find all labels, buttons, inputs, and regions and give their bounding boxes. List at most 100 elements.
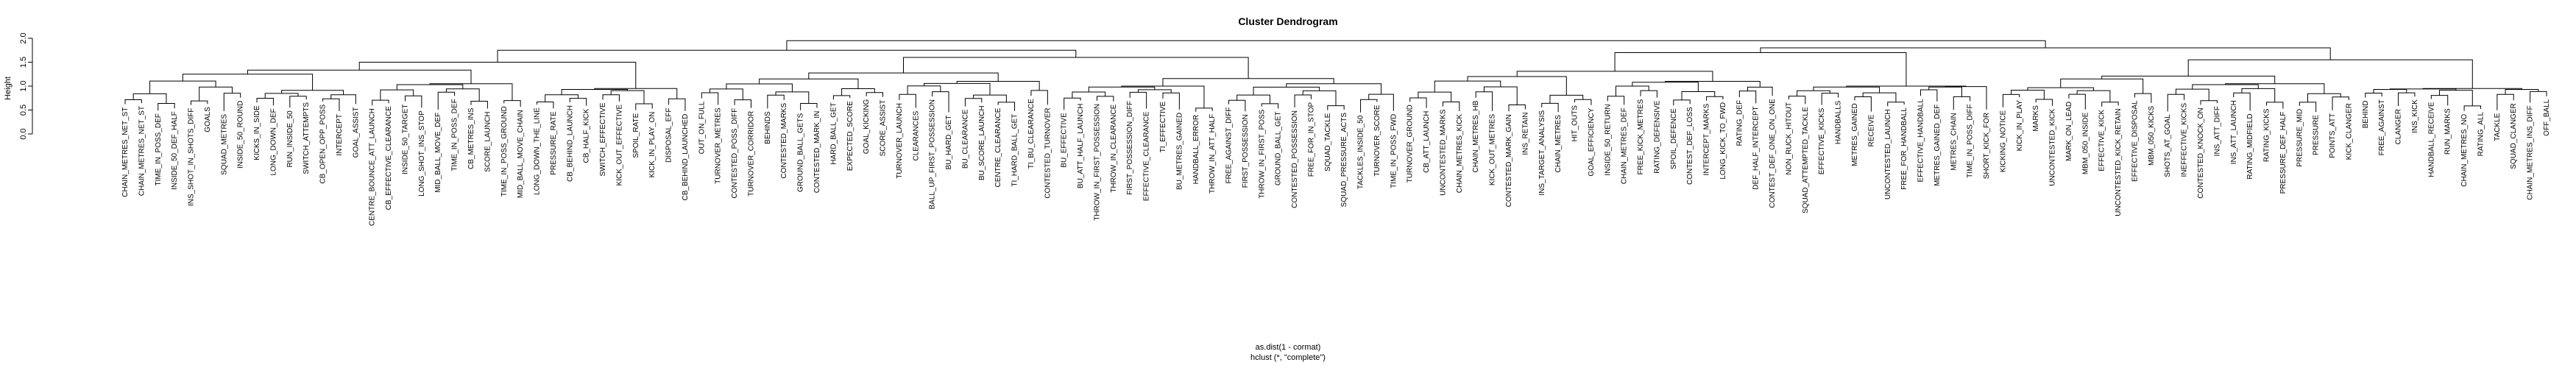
leaf-label: GOAL_ASSIST xyxy=(352,107,360,158)
group-link xyxy=(2101,102,2119,107)
group-link xyxy=(330,94,356,105)
leaf-label: UNCONTESTED_KICK xyxy=(2049,108,2057,185)
leaf-label: CHAIN_METRES xyxy=(1554,115,1563,173)
leaf-label: CHAIN_METRES_INS_DIFF xyxy=(2527,105,2535,199)
leaf-label: EFFECTIVE_KICK xyxy=(2098,110,2106,171)
leaf-label: MBM_050_KICKS xyxy=(2148,105,2156,165)
leaf-label: RATING_DEFENSIVE xyxy=(1653,100,1661,174)
leaf-label: BU_HARD_GET xyxy=(945,116,953,170)
group-link xyxy=(199,86,233,102)
y-tick-label: 1.5 xyxy=(19,57,28,68)
cluster-link xyxy=(1516,71,1713,82)
group-link xyxy=(2266,102,2284,109)
y-tick-label: 2.0 xyxy=(19,32,28,43)
group-link xyxy=(1549,94,1584,104)
leaf-label: CHAIN_METRES_KICK xyxy=(1456,114,1464,194)
group-link xyxy=(537,102,554,109)
leaf-label: RECEIVE xyxy=(1867,114,1875,146)
leaf-label: SQUAD_ATTEMPTED_TACKLE xyxy=(1802,107,1810,213)
leaf-label: LONG_SHOT_INS_STOP xyxy=(418,110,426,197)
dendrogram-leaf-labels: CHAIN_METRES_NET_ST CHAIN_METRES_NET_ST TI… xyxy=(121,99,2551,226)
group-link xyxy=(191,100,208,105)
leaf-label: INS_SHOT_IN_SHOTS_DIFF xyxy=(188,108,196,206)
leaf-label: GOALS xyxy=(204,107,212,132)
group-link xyxy=(2439,90,2473,106)
leaf-label: INS_ATT_LAUNCH xyxy=(2230,100,2238,164)
leaf-label: PRESSURE_MID xyxy=(2296,109,2304,167)
y-tick-label: 0.0 xyxy=(19,128,28,139)
group-link xyxy=(1615,85,1649,96)
group-link xyxy=(997,102,1016,111)
leaf-label: TACKLES_INSIDE_50 xyxy=(1357,115,1365,189)
group-link xyxy=(1887,102,1905,107)
group-link xyxy=(264,93,299,99)
leaf-label: BU_METRES_GAINED xyxy=(1175,113,1183,190)
leaf-label: SHOTS_AT_GOAL xyxy=(2164,114,2172,177)
leaf-label: GOAL_KICKING xyxy=(863,99,871,154)
group-link xyxy=(223,93,241,111)
y-axis-label: Height xyxy=(4,77,13,100)
leaf-label: TIME_IN_POSS_DEF xyxy=(155,113,163,185)
group-link xyxy=(1797,90,1830,96)
group-link xyxy=(256,98,274,106)
group-link xyxy=(281,90,344,95)
group-link xyxy=(602,94,620,102)
group-link xyxy=(710,88,743,100)
group-link xyxy=(1030,90,1048,105)
leaf-label: FREE_FOR_HANDBALL xyxy=(1900,107,1908,190)
group-link xyxy=(561,89,629,95)
group-link xyxy=(2332,96,2349,110)
leaf-label: RATING_ALL xyxy=(2477,112,2485,157)
group-link xyxy=(569,98,587,106)
leaf-label: UNCONTESTED_MARKS xyxy=(1439,109,1447,196)
leaf-label: SQUAD_METRES xyxy=(220,114,228,175)
cluster-link xyxy=(1614,52,1907,86)
group-link xyxy=(841,88,875,96)
leaf-label: LONG_DOWN_THE_LINE xyxy=(534,107,542,195)
leaf-label: INS_ATT_DIFF xyxy=(2213,106,2221,156)
group-link xyxy=(800,102,818,110)
leaf-label: RUN_INSIDE_50 xyxy=(286,110,294,168)
group-link xyxy=(2241,88,2276,102)
leaf-label: METRES_CHAIN xyxy=(1950,113,1958,170)
leaf-label: UNCONTESTED_LAUNCH xyxy=(1884,109,1892,199)
group-link xyxy=(1928,86,1962,97)
leaf-label: TURNOVER_SCORE xyxy=(1373,105,1381,177)
leaf-label: BEHINDS xyxy=(764,111,772,144)
group-link xyxy=(1327,105,1345,110)
leaf-label: CHAIN_METRES_NO xyxy=(2460,114,2469,187)
leaf-label: INSIDE_50_DEF_HALF xyxy=(171,111,179,190)
leaf-label: CENTRE_BOUNCE_ATT_LAUNCH xyxy=(369,108,377,226)
group-link xyxy=(635,103,653,110)
group-link xyxy=(1813,86,1880,93)
leaf-label: THROW_IN_CLEARANCE xyxy=(1110,104,1118,192)
leaf-label: MARKS xyxy=(2032,105,2040,132)
group-link xyxy=(1632,82,1699,92)
leaf-label: MID_BALL_MOVE_CHAIN xyxy=(517,110,525,198)
group-link xyxy=(2002,93,2020,107)
leaf-label: CLEARANCES xyxy=(912,110,920,160)
leaf-label: BU_ATT_HALF_LAUNCH xyxy=(1077,104,1085,188)
leaf-label: CONTEST_DEF_ONE_ON_ONE xyxy=(1769,99,1777,208)
leaf-label: SQUAD_TACKLE xyxy=(1324,113,1332,171)
leaf-label: EFFECTIVE_CLEARANCE xyxy=(1143,111,1151,201)
leaf-label: INTERCEPT_MARKS xyxy=(1703,103,1711,175)
leaf-label: GOAL_EFFICIENCY xyxy=(1588,107,1596,176)
leaf-label: INS_KICK xyxy=(2411,99,2419,133)
leaf-label: GROUND_BALL_GETS xyxy=(797,113,805,192)
leaf-label: MARK_ON_LEAD xyxy=(2065,102,2073,161)
leaf-label: KICK_OUT_EFFECTIVE xyxy=(615,105,623,186)
leaf-label: BU_SCORE_LAUNCH xyxy=(978,105,986,180)
chart-title: Cluster Dendrogram xyxy=(1238,15,1337,27)
group-link xyxy=(1706,96,1724,101)
group-link xyxy=(594,88,678,99)
leaf-label: INTERCEPT xyxy=(336,114,344,156)
leaf-label: SQUAD_CLANGER xyxy=(2510,103,2518,169)
group-link xyxy=(2505,89,2539,95)
leaf-label: CB_ATT_LAUNCH xyxy=(1423,111,1431,173)
leaf-label: EFFECTIVE_HANDBALL xyxy=(1917,99,1925,183)
group-link xyxy=(182,74,314,91)
leaf-label: PRESSURE_DEF_HALF xyxy=(2279,112,2287,194)
leaf-label: EXPECTED_SCORE xyxy=(846,101,854,171)
group-link xyxy=(2060,78,2144,94)
